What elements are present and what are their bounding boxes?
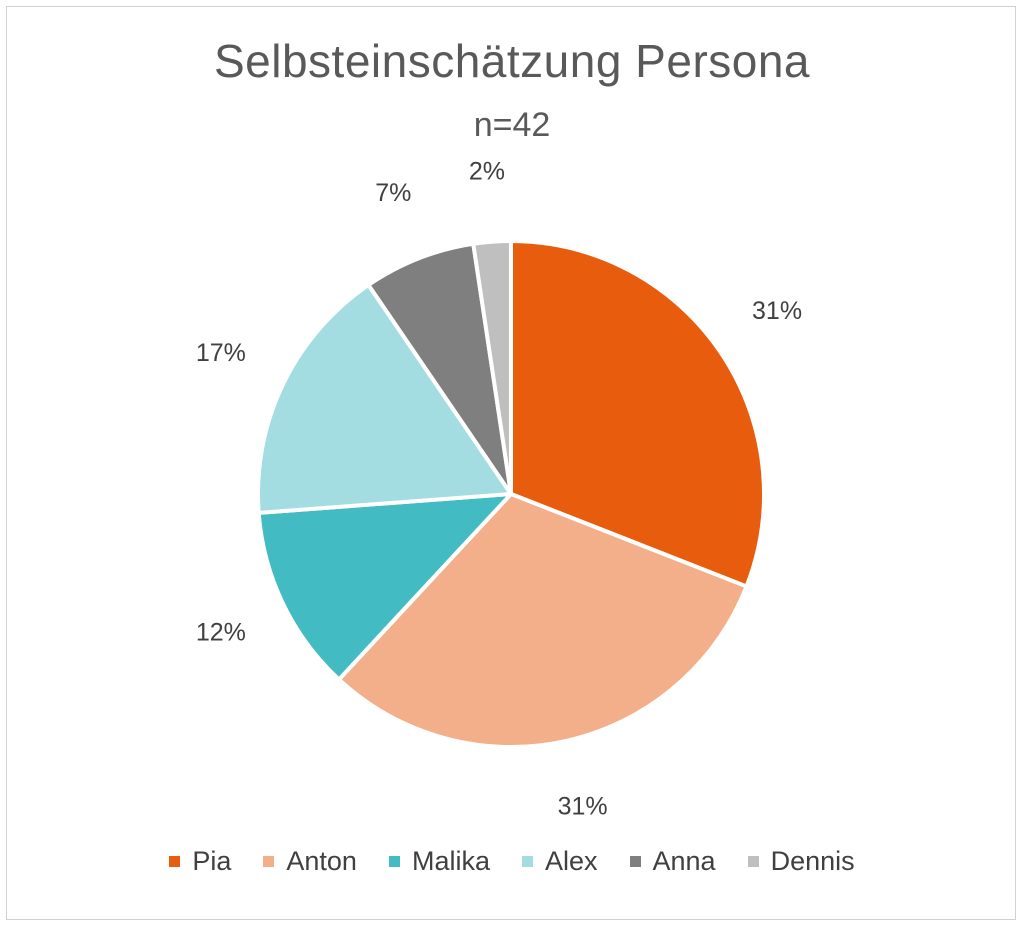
pie-slice-dennis	[471, 239, 513, 496]
legend-swatch	[388, 856, 400, 867]
data-label-alex: 17%	[196, 339, 246, 367]
pie-slice-pia	[509, 239, 766, 589]
legend-item-anton: Anton	[263, 846, 357, 877]
pie-slice-anna	[366, 241, 513, 496]
data-label-anton: 31%	[558, 793, 608, 821]
legend-swatch	[521, 856, 533, 867]
legend-label: Anna	[652, 846, 716, 876]
chart-title: Selbsteinschätzung Persona	[213, 35, 811, 87]
legend-label: Dennis	[770, 846, 855, 876]
data-label-anna: 7%	[375, 179, 411, 207]
legend-item-alex: Alex	[521, 846, 598, 877]
legend-swatch	[747, 856, 759, 867]
legend-label: Pia	[192, 846, 232, 876]
legend-item-malika: Malika	[388, 846, 490, 877]
legend-label: Malika	[411, 846, 490, 876]
legend-swatch	[263, 856, 275, 867]
chart-subtitle: n=42	[473, 106, 551, 144]
pie-slice-anton	[336, 492, 749, 749]
legend-item-anna: Anna	[629, 846, 716, 877]
pie-slice-alex	[256, 282, 513, 515]
data-label-malika: 12%	[196, 618, 246, 646]
legend-swatch	[629, 856, 641, 867]
legend-item-pia: Pia	[169, 846, 231, 877]
data-label-dennis: 2%	[469, 158, 505, 186]
data-label-pia: 31%	[752, 297, 802, 325]
legend-swatch	[169, 856, 181, 867]
legend: Pia Anton Malika Alex Anna Dennis	[0, 846, 1024, 877]
pie-slice-malika	[256, 492, 513, 682]
legend-label: Alex	[544, 846, 598, 876]
legend-item-dennis: Dennis	[747, 846, 855, 877]
legend-label: Anton	[286, 846, 357, 876]
